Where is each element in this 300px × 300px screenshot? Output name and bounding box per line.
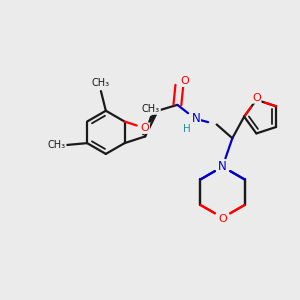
Text: O: O [252,93,261,103]
Text: O: O [141,123,149,133]
Text: CH₃: CH₃ [48,140,66,150]
Text: O: O [252,93,261,103]
Text: N: N [192,112,200,125]
Text: CH₃: CH₃ [48,140,66,150]
Text: CH₃: CH₃ [142,104,160,114]
Text: N: N [192,112,200,125]
Text: CH₃: CH₃ [92,78,110,88]
Text: H: H [183,124,191,134]
Text: O: O [218,214,227,224]
Text: H: H [183,124,191,134]
Text: N: N [218,160,227,173]
Text: O: O [181,76,190,86]
Text: CH₃: CH₃ [92,78,110,88]
Text: O: O [218,214,227,224]
Text: O: O [141,123,149,133]
Text: CH₃: CH₃ [142,104,160,114]
Text: N: N [218,160,227,173]
Text: O: O [181,76,190,86]
